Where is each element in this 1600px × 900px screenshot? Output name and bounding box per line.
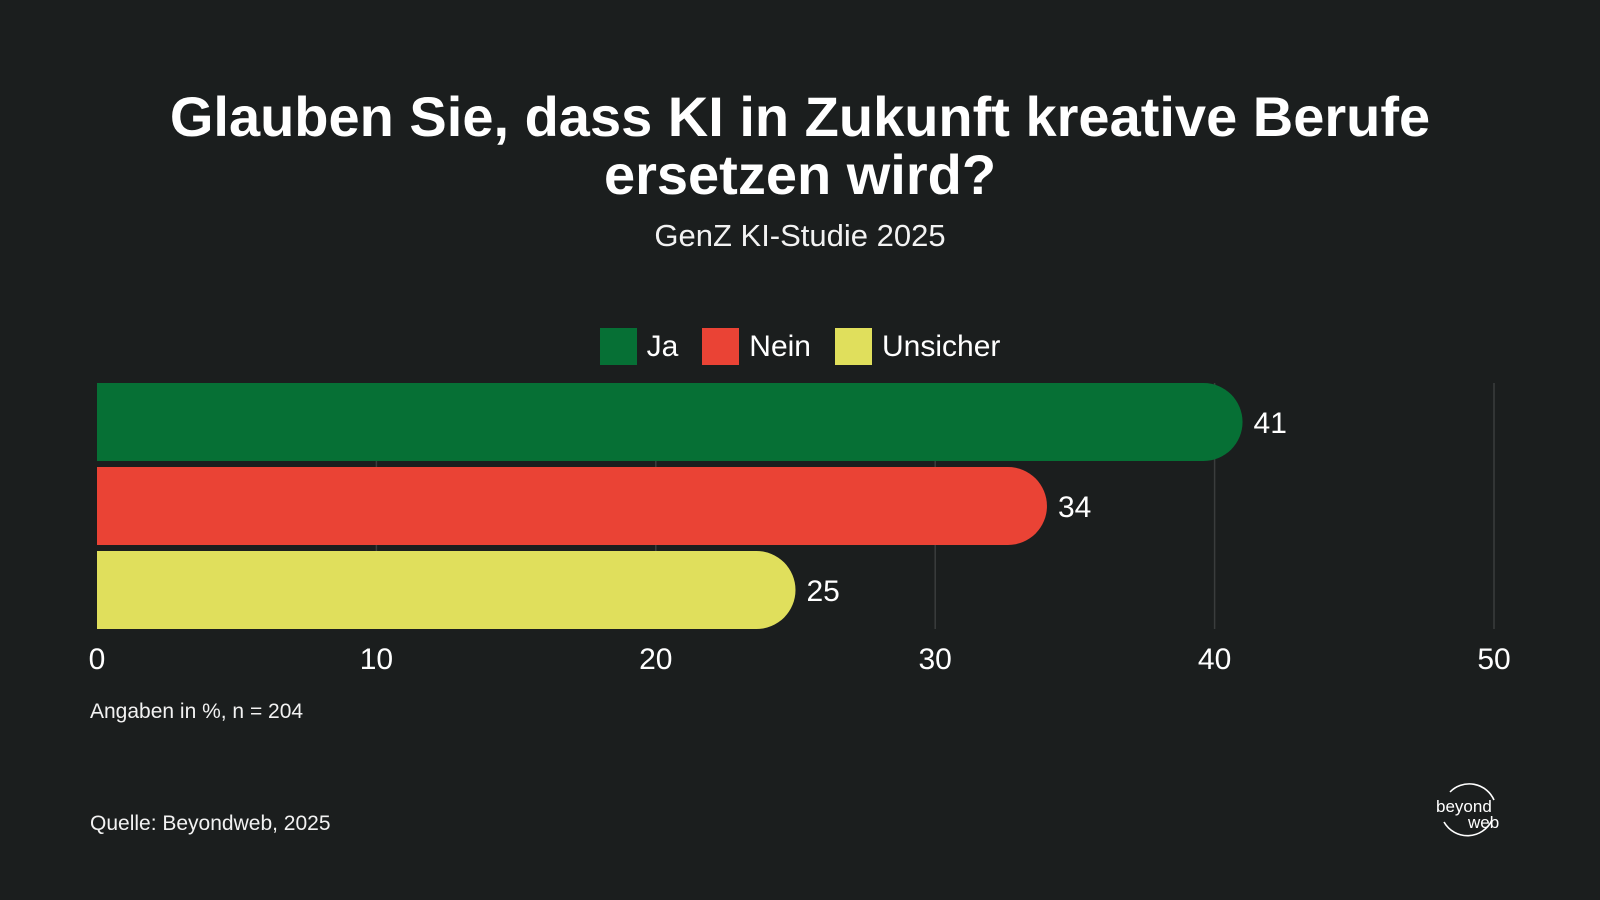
data-label-nein: 34 xyxy=(1058,491,1091,524)
x-tick-label-40: 40 xyxy=(1198,643,1231,676)
legend: Ja Nein Unsicher xyxy=(0,328,1600,365)
bars xyxy=(97,383,1243,629)
footnote: Angaben in %, n = 204 xyxy=(90,700,304,723)
data-label-ja: 41 xyxy=(1254,407,1287,440)
logo-text-beyond: beyond xyxy=(1436,797,1492,816)
bar-unsicher[interactable] xyxy=(97,551,796,629)
logo-text-web: web xyxy=(1468,813,1500,832)
x-tick-label-30: 30 xyxy=(919,643,952,676)
chart-title: Glauben Sie, dass KI in Zukunft kreative… xyxy=(169,85,1431,206)
beyondweb-logo: beyond web xyxy=(1432,776,1516,844)
chart-subtitle: GenZ KI-Studie 2025 xyxy=(654,218,946,253)
legend-swatch-ja xyxy=(599,328,637,365)
legend-item-unsicher[interactable]: Unsicher xyxy=(835,328,1000,365)
source-note: Quelle: Beyondweb, 2025 xyxy=(90,812,331,835)
legend-item-ja[interactable]: Ja xyxy=(599,328,679,365)
data-label-unsicher: 25 xyxy=(807,575,840,608)
logo-ring-icon xyxy=(1443,783,1495,837)
data-labels: 41 34 25 xyxy=(807,407,1287,608)
legend-swatch-unsicher xyxy=(835,328,872,365)
legend-item-nein[interactable]: Nein xyxy=(702,328,811,365)
x-tick-label-10: 10 xyxy=(360,643,393,676)
legend-swatch-nein xyxy=(702,328,740,365)
x-axis-ticks: 0 10 20 30 40 50 xyxy=(89,643,1511,676)
bar-ja[interactable] xyxy=(97,383,1243,461)
legend-label-nein: Nein xyxy=(749,330,811,363)
x-tick-label-50: 50 xyxy=(1477,643,1510,676)
legend-label-ja: Ja xyxy=(646,330,679,363)
legend-label-unsicher: Unsicher xyxy=(882,330,1001,363)
x-tick-label-0: 0 xyxy=(89,643,106,676)
bar-nein[interactable] xyxy=(97,467,1047,545)
x-tick-label-20: 20 xyxy=(639,643,672,676)
